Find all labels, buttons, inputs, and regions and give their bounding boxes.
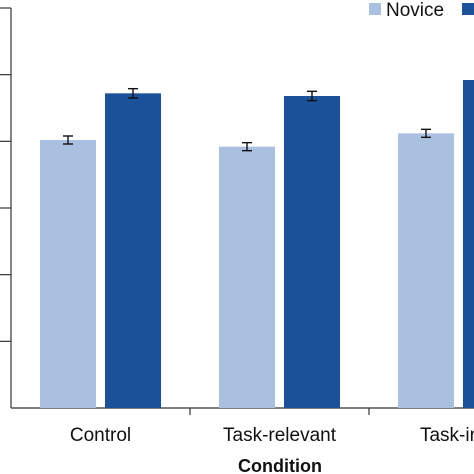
bar-novice-0 [40, 140, 96, 408]
legend-swatch-novice [369, 3, 381, 15]
bar-series-2-0 [105, 93, 161, 408]
legend: Novice [369, 0, 474, 21]
error-bars-group [63, 87, 431, 152]
x-tick-label: Task-relevant [223, 425, 337, 446]
x-tick-label: Control [70, 425, 131, 446]
bar-novice-2 [398, 133, 454, 409]
bar-series-2-1 [284, 96, 340, 408]
bar-novice-1 [219, 146, 275, 408]
legend-label-novice: Novice [386, 0, 444, 21]
x-tick-label: Task-irrel [420, 425, 474, 446]
x-axis [11, 407, 474, 415]
error-bar [63, 135, 73, 145]
bars-group [40, 80, 474, 409]
error-bar [128, 87, 138, 99]
x-tick-labels: Control Task-relevant Task-irrel [70, 425, 474, 446]
x-axis-title: Condition [238, 456, 322, 474]
error-bar [242, 141, 252, 152]
legend-swatch-series-2 [462, 3, 474, 15]
error-bar [307, 90, 317, 102]
error-bar [421, 128, 431, 139]
y-axis [0, 7, 12, 408]
bar-series-2-2 [463, 80, 474, 408]
